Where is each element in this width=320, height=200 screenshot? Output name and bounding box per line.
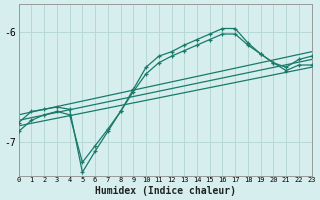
X-axis label: Humidex (Indice chaleur): Humidex (Indice chaleur): [95, 186, 236, 196]
